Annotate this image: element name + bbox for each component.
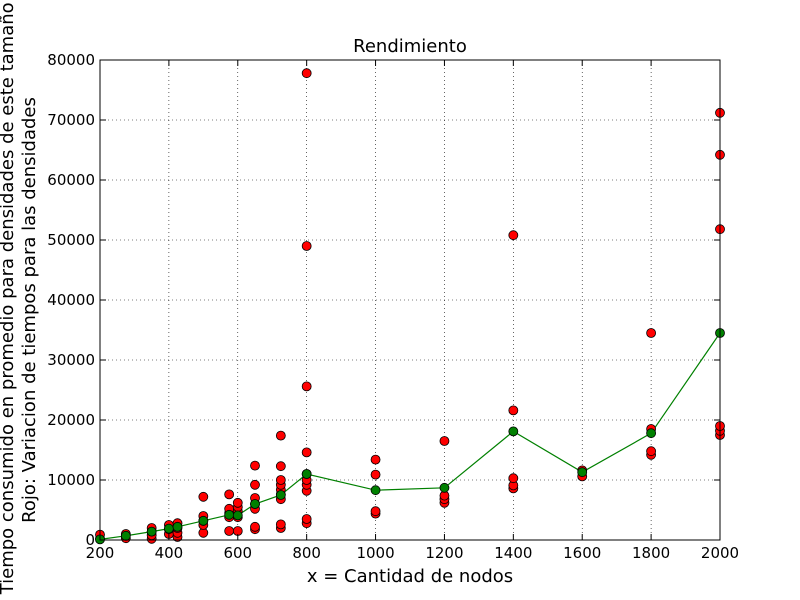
red-point xyxy=(250,460,260,471)
red-point xyxy=(198,491,209,502)
x-tick-label: 200 xyxy=(86,544,115,562)
x-tick-label: 600 xyxy=(223,544,252,562)
red-point xyxy=(224,526,235,536)
red-point xyxy=(301,381,312,392)
red-point xyxy=(224,489,235,500)
y-tick-label: 40000 xyxy=(47,291,95,309)
y-axis-label-line-1: Verde: Tiempo consumido en promedio para… xyxy=(0,2,18,600)
red-point xyxy=(301,514,312,524)
y-tick-label: 30000 xyxy=(47,351,95,369)
y-tick-label: 80000 xyxy=(47,51,95,69)
x-tick-label: 1600 xyxy=(563,544,601,562)
red-point xyxy=(232,497,243,508)
green-point xyxy=(120,530,131,541)
red-point xyxy=(508,473,519,484)
average-line xyxy=(99,332,721,540)
axis-ticks: 200 400 600 800 1000 1200 1400 1600 1800 20000100… xyxy=(47,51,739,562)
green-point xyxy=(646,428,657,439)
red-point xyxy=(508,405,519,416)
x-tick-label: 400 xyxy=(155,544,184,562)
chart-title: Rendimiento xyxy=(353,36,467,57)
green-point xyxy=(275,490,286,500)
red-point xyxy=(370,454,381,465)
red-point xyxy=(275,519,286,530)
x-tick-label: 1200 xyxy=(425,544,463,562)
grid-lines xyxy=(99,59,721,541)
x-axis-label: x = Cantidad de nodos xyxy=(307,566,513,587)
red-point xyxy=(646,328,657,338)
green-point xyxy=(224,509,235,520)
green-point xyxy=(508,426,519,437)
red-point xyxy=(439,436,450,446)
red-point xyxy=(275,430,286,441)
green-point xyxy=(439,482,450,493)
y-tick-label: 60000 xyxy=(47,171,95,189)
x-tick-label: 800 xyxy=(292,544,321,562)
y-tick-label: 50000 xyxy=(47,231,95,249)
green-point xyxy=(301,469,312,479)
y-axis-label-line-2: Rojo: Variacion de tiempos para las dens… xyxy=(19,97,40,523)
y-tick-label: 10000 xyxy=(47,471,95,489)
x-tick-label: 2000 xyxy=(701,544,739,562)
red-point xyxy=(370,469,381,480)
red-point xyxy=(250,479,260,490)
x-tick-label: 1400 xyxy=(494,544,532,562)
green-point xyxy=(577,467,588,478)
y-tick-label: 20000 xyxy=(47,411,95,429)
y-tick-label: 70000 xyxy=(47,111,95,129)
green-point xyxy=(163,523,174,534)
y-tick-label: 0 xyxy=(85,531,95,549)
red-point xyxy=(370,506,381,517)
series-layer xyxy=(95,68,725,545)
red-point xyxy=(301,447,312,458)
red-point xyxy=(301,241,312,251)
red-point xyxy=(301,68,312,79)
red-point xyxy=(275,475,286,485)
green-point xyxy=(370,485,381,496)
green-point xyxy=(198,515,209,526)
red-point xyxy=(508,230,519,241)
x-tick-label: 1000 xyxy=(356,544,394,562)
green-point xyxy=(232,510,243,521)
red-point xyxy=(275,461,286,472)
red-point xyxy=(646,446,657,457)
green-point xyxy=(250,499,260,509)
green-point xyxy=(146,526,157,537)
red-point xyxy=(250,521,260,532)
x-tick-label: 1800 xyxy=(632,544,670,562)
green-point xyxy=(172,521,183,532)
